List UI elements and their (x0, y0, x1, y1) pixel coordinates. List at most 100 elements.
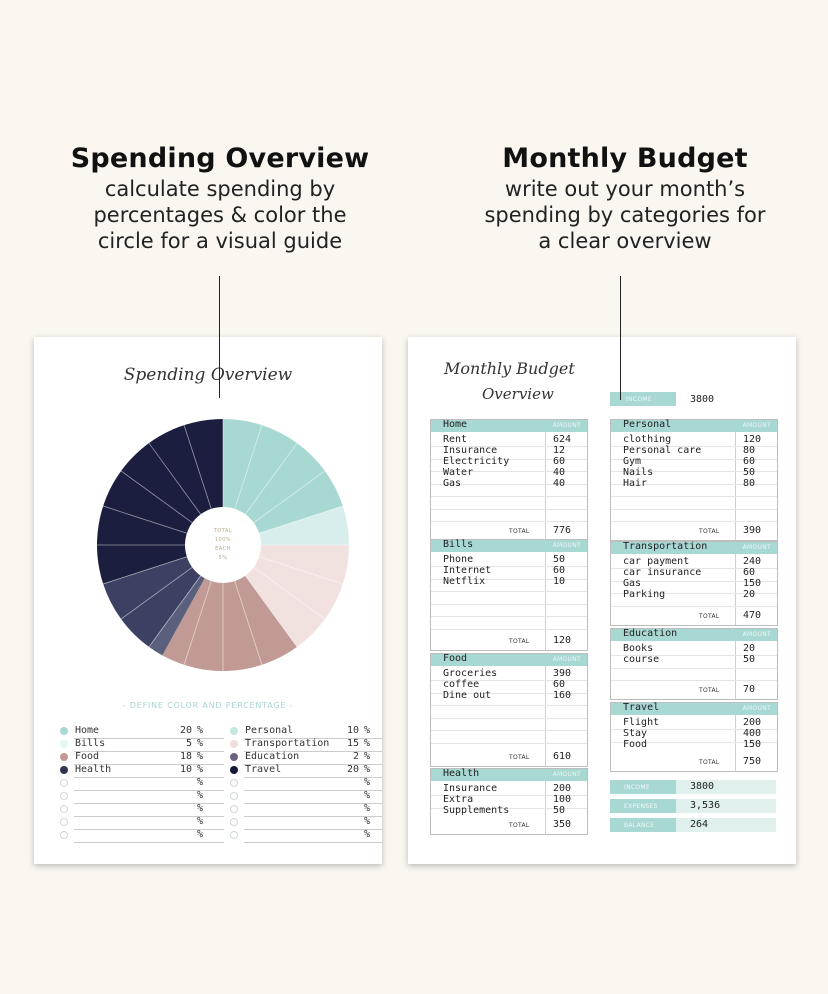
legend-category-name: Personal (245, 725, 294, 736)
section-total-value: 350 (553, 819, 572, 830)
section-row-line (431, 471, 587, 472)
section-total-label: TOTAL (699, 759, 720, 766)
legend-color-dot[interactable] (60, 779, 68, 787)
legend-category-name: Education (245, 751, 300, 762)
budget-section-education: Education AMOUNT Books 20 course 50 TOTAL 70 (610, 628, 778, 700)
budget-item-name: Electricity (443, 456, 510, 467)
budget-item-name: Food (623, 739, 648, 750)
budget-item-amount: 200 (743, 717, 762, 728)
section-row-line (431, 742, 587, 744)
legend-color-dot[interactable] (230, 831, 238, 839)
legend-row[interactable]: Travel 20% (230, 764, 382, 778)
budget-item-amount: 100 (553, 794, 572, 805)
legend-color-dot[interactable] (60, 740, 68, 748)
budget-item-amount: 60 (743, 456, 756, 467)
legend-row[interactable]: % (230, 829, 382, 843)
legend-row[interactable]: Home 20% (60, 725, 380, 739)
amount-column-header: AMOUNT (742, 631, 771, 638)
section-title: Travel (623, 702, 660, 713)
legend-row-line (244, 738, 382, 739)
budget-item-name: Netflix (443, 576, 486, 587)
section-row-line (431, 446, 587, 447)
legend-row[interactable]: % (230, 777, 382, 791)
legend-color-dot[interactable] (230, 753, 238, 761)
legend-row[interactable]: Education 2% (230, 751, 382, 765)
spending-wheel (96, 419, 349, 671)
wheel-center-line-1: TOTAL (213, 528, 233, 534)
legend-row[interactable]: Food 18% (60, 751, 380, 765)
legend-percent-symbol: % (197, 777, 204, 788)
legend-color-dot[interactable] (230, 779, 238, 787)
legend-color-dot[interactable] (230, 766, 238, 774)
amount-column-header: AMOUNT (552, 771, 581, 778)
budget-item-amount: 80 (743, 478, 756, 489)
budget-section-bills: Bills AMOUNT Phone 50 Internet 60 Netflix 10 TOT… (430, 539, 588, 651)
legend-row-line (74, 816, 224, 817)
summary-value: 3800 (690, 781, 715, 792)
legend-row[interactable]: % (230, 790, 382, 804)
legend-percent-symbol: % (197, 738, 204, 749)
legend-row[interactable]: % (230, 816, 382, 830)
budget-item-name: Hair (623, 478, 648, 489)
section-row-line (611, 667, 777, 669)
legend-color-dot[interactable] (60, 792, 68, 800)
budget-item-amount: 200 (553, 783, 572, 794)
summary-label: BALANCE (624, 822, 655, 829)
section-row-line (431, 795, 587, 796)
legend-percent-symbol: % (364, 816, 371, 827)
legend-row[interactable]: Health 10% (60, 764, 380, 778)
legend-row-line (244, 842, 382, 843)
legend-color-dot[interactable] (230, 740, 238, 748)
wheel-divider (245, 575, 298, 648)
legend-color-dot[interactable] (60, 753, 68, 761)
section-total-value: 70 (743, 684, 756, 695)
legend-row[interactable]: % (60, 803, 380, 817)
section-total-label: TOTAL (509, 638, 530, 645)
wheel-divider (259, 505, 343, 534)
section-title: Bills (443, 539, 474, 550)
legend-color-dot[interactable] (230, 792, 238, 800)
section-title: Health (443, 768, 480, 779)
section-title: Transportation (623, 541, 708, 552)
legend-color-dot[interactable] (230, 727, 238, 735)
legend-row[interactable]: % (60, 790, 380, 804)
section-row-line (431, 591, 587, 592)
legend-color-dot[interactable] (60, 727, 68, 735)
wheel-segment (223, 419, 343, 534)
amount-column-divider (545, 552, 546, 650)
budget-item-name: Supplements (443, 805, 510, 816)
legend-percent-symbol: % (197, 803, 204, 814)
legend-row[interactable]: % (60, 829, 380, 843)
legend-row[interactable]: % (60, 816, 380, 830)
legend-color-dot[interactable] (60, 805, 68, 813)
section-row-line (611, 568, 777, 569)
budget-item-name: Gym (623, 456, 642, 467)
legend-row[interactable]: % (60, 777, 380, 791)
spending-overview-page: Spending Overview TOTAL 100% EACH 5% - D… (34, 337, 382, 864)
legend-row-line (74, 829, 224, 830)
summary-value-band (676, 780, 776, 794)
legend-color-dot[interactable] (230, 818, 238, 826)
monthly-budget-header: Monthly Budget write out your month’s sp… (460, 143, 790, 254)
budget-item-amount: 40 (553, 478, 566, 489)
legend-color-dot[interactable] (230, 805, 238, 813)
wheel-divider (120, 567, 193, 620)
legend-row[interactable]: Transportation 15% (230, 738, 382, 752)
legend-color-dot[interactable] (60, 766, 68, 774)
legend-row[interactable]: Personal 10% (230, 725, 382, 739)
income-value: 3800 (690, 394, 715, 405)
section-header: Bills AMOUNT (431, 539, 587, 552)
section-row-line (431, 603, 587, 605)
legend-row[interactable]: % (230, 803, 382, 817)
wheel-divider (103, 556, 187, 585)
legend-color-dot[interactable] (60, 831, 68, 839)
summary-label-band (610, 799, 676, 813)
budget-section-personal: Personal AMOUNT clothing 120 Personal care 80… (610, 419, 778, 541)
budget-item-amount: 20 (743, 589, 756, 600)
section-header: Personal AMOUNT (611, 419, 777, 432)
legend-row-line (244, 751, 382, 752)
legend-color-dot[interactable] (60, 818, 68, 826)
wheel-segment (259, 506, 349, 545)
amount-column-divider (735, 432, 736, 540)
legend-row[interactable]: Bills 5% (60, 738, 380, 752)
